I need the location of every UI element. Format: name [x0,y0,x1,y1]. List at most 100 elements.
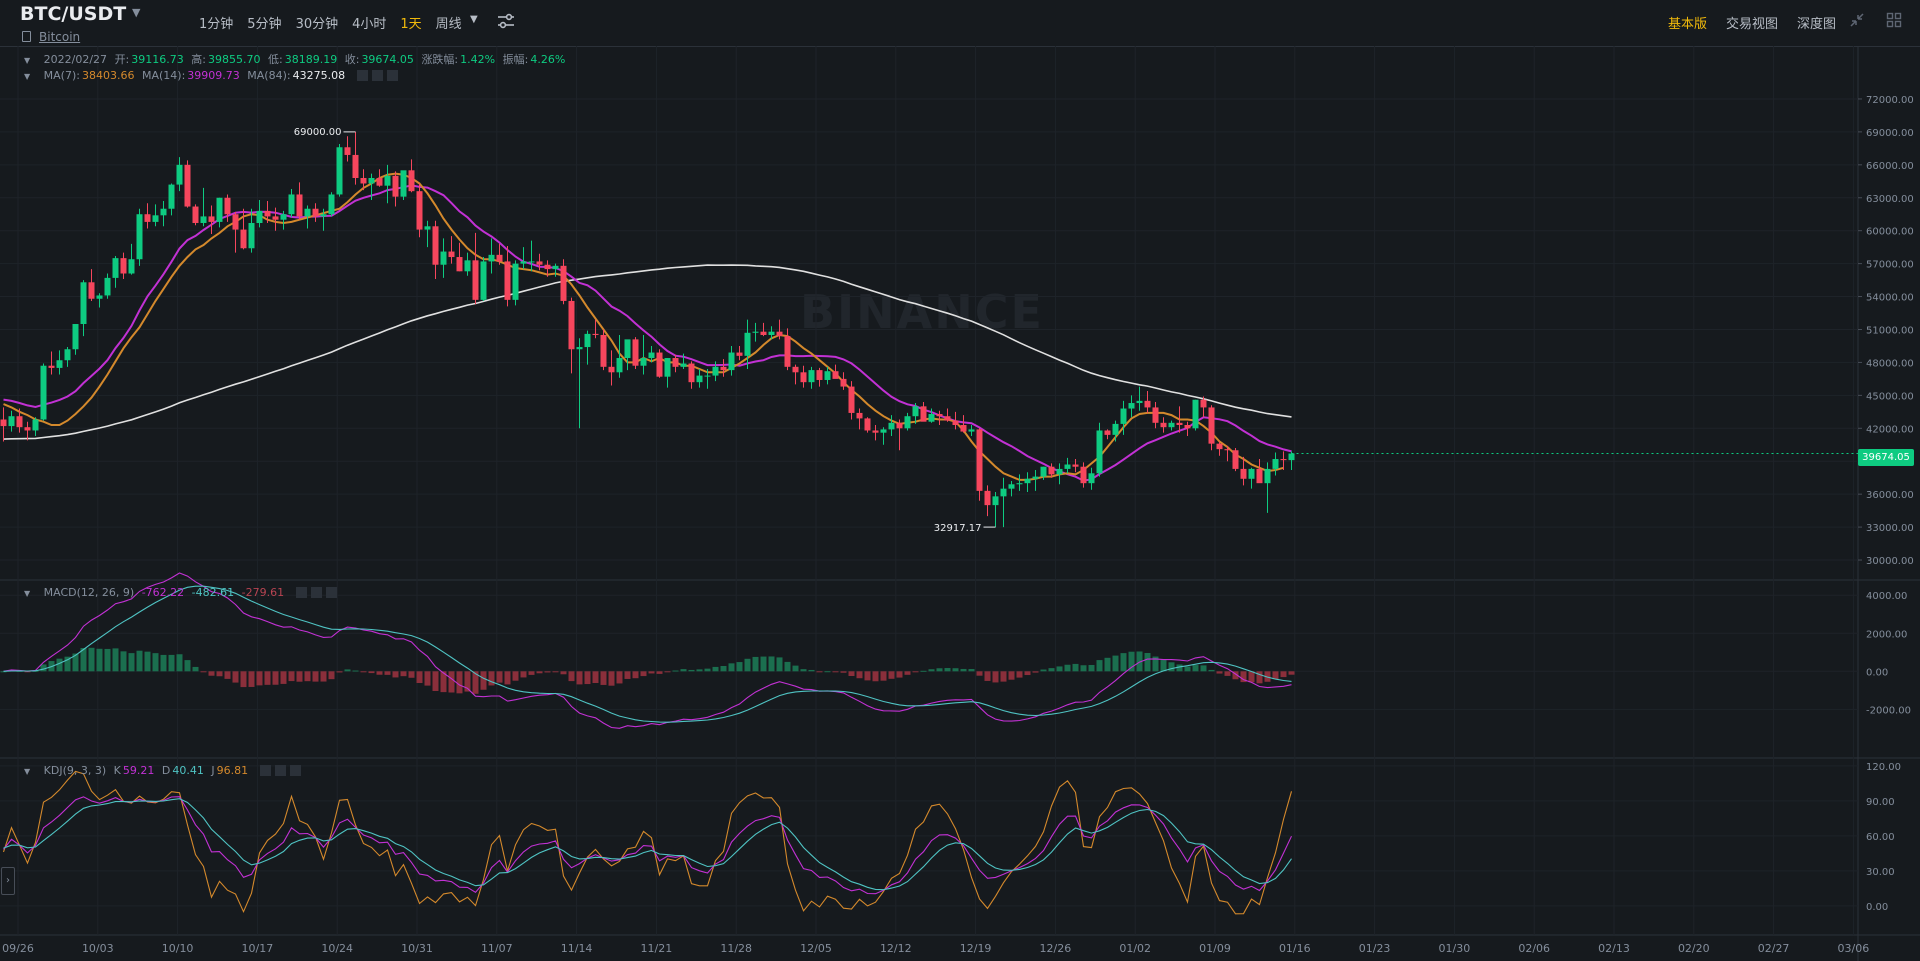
candle-body [632,339,639,366]
interval-tab-2[interactable]: 30分钟 [295,17,339,32]
macd-histogram-bar [1240,671,1247,683]
macd-histogram-bar [680,669,687,672]
macd-histogram-bar [592,671,599,684]
candle-body [608,366,615,373]
macd-histogram-bar [992,671,999,683]
kdj-j-value: 96.81 [216,764,249,777]
macd-histogram-bar [1144,653,1151,672]
macd-histogram-bar [632,671,639,679]
candle-body [496,254,503,262]
expand-icon[interactable] [1849,12,1865,28]
candle-body [312,208,319,217]
price-tick-label: 63000.00 [1866,194,1914,205]
close-icon[interactable] [289,765,301,776]
collapse-triangle-icon[interactable]: ▼ [24,767,31,776]
x-tick-label: 02/20 [1678,942,1710,955]
macd-histogram-bar [448,671,455,693]
macd-histogram-bar [1152,656,1159,672]
interval-tab-1[interactable]: 5分钟 [247,17,282,32]
close-icon[interactable] [386,70,398,81]
candle-body [1168,422,1175,428]
macd-histogram-bar [824,671,831,673]
chevron-down-icon[interactable]: ▼ [470,14,478,25]
macd-histogram-bar [616,671,623,684]
candle-body [456,257,463,272]
macd-histogram-bar [896,671,903,678]
candle-body [112,258,119,278]
macd-histogram-bar [1048,668,1055,672]
macd-histogram-bar [512,671,519,681]
macd-histogram-bar [328,671,335,680]
macd-histogram-bar [504,671,511,685]
top-toolbar: BTC/USDT ▼ Bitcoin 1分钟 5分钟 30分钟 4小时 1天 周线 ▼ 基… [0,0,1920,47]
macd-histogram-bar [608,671,615,686]
macd-histogram-bar [1040,669,1047,672]
candle-body [32,419,39,431]
macd-histogram-bar [928,669,935,672]
macd-histogram-bar [872,671,879,682]
watermark: BINANCE [800,285,1044,339]
chart-canvas[interactable]: 09/26 10/03 10/10 10/17 10/24 10/31 11/07 11/14… [0,46,1920,961]
macd-histogram-bar [1080,665,1087,672]
candle-body [856,412,863,419]
macd-histogram-bar [1120,653,1127,672]
candle-body [552,265,559,270]
candle-body [296,194,303,217]
macd-histogram-bar [256,671,263,686]
macd-histogram-bar [208,671,215,676]
close-value: 39674.05 [361,53,414,66]
macd-histogram-bar [120,651,127,672]
x-tick-label: 01/09 [1199,942,1231,955]
chevron-down-icon[interactable]: ▼ [132,6,141,19]
view-tab-2[interactable]: 深度图 [1797,17,1837,32]
macd-tick-label: 0.00 [1866,667,1888,678]
candle-body [360,177,367,184]
eye-toggle-icon[interactable] [295,587,307,598]
collapse-triangle-icon[interactable]: ▼ [24,72,31,81]
macd-histogram-bar [1192,665,1199,672]
ohlc-legend: ▼ 2022/02/27 开: 39116.73 高: 39855.70 低: 381… [24,51,569,67]
view-tab-0[interactable]: 基本版 [1668,17,1708,32]
candle-body [880,429,887,433]
interval-tab-0[interactable]: 1分钟 [199,17,234,32]
candle-body [728,352,735,371]
pair-title[interactable]: BTC/USDT [20,3,127,25]
candle-body [392,175,399,197]
collapse-triangle-icon[interactable]: ▼ [24,589,31,598]
macd-histogram-bar [424,671,431,686]
eye-toggle-icon[interactable] [356,70,368,81]
macd-histogram-bar [144,651,151,672]
macd-histogram-bar [288,671,295,682]
interval-tab-4[interactable]: 1天 [400,17,422,32]
settings-sliders-icon[interactable] [497,13,515,29]
macd-histogram-bar [280,671,287,684]
macd-histogram-bar [1000,671,1007,682]
candle-body [816,370,823,380]
macd-histogram-bar [456,671,463,694]
macd-histogram-bar [320,671,327,682]
close-label: 收: [344,53,360,66]
settings-icon[interactable] [371,70,383,81]
eye-toggle-icon[interactable] [259,765,271,776]
macd-histogram-bar [352,670,359,672]
macd-histogram-bar [1096,660,1103,672]
x-tick-label: 02/13 [1598,942,1630,955]
coin-name-link[interactable]: Bitcoin [39,30,81,44]
macd-histogram-bar [536,671,543,674]
chevron-right-icon[interactable]: › [1,867,15,895]
macd-histogram-bar [640,671,647,677]
settings-icon[interactable] [310,587,322,598]
candle-body [64,349,71,361]
interval-tab-3[interactable]: 4小时 [352,17,387,32]
macd-histogram-bar [360,671,367,673]
view-tab-1[interactable]: 交易视图 [1726,17,1779,32]
candle-body [40,365,47,420]
collapse-triangle-icon[interactable]: ▼ [24,56,31,65]
grid-layout-icon[interactable] [1886,12,1902,28]
price-tick-label: 57000.00 [1866,260,1914,271]
macd-tick-label: 4000.00 [1866,591,1907,602]
candle-body [664,358,671,377]
close-icon[interactable] [325,587,337,598]
interval-tab-5[interactable]: 周线 [435,17,462,32]
settings-icon[interactable] [274,765,286,776]
